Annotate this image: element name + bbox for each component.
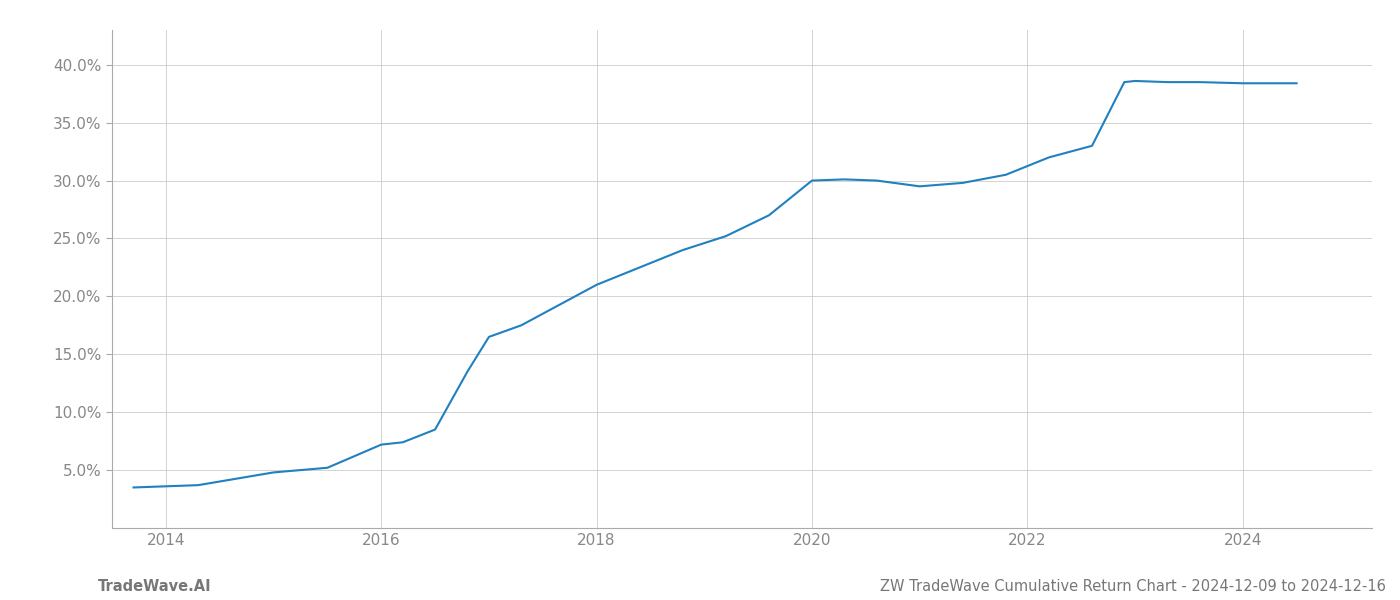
Text: ZW TradeWave Cumulative Return Chart - 2024-12-09 to 2024-12-16: ZW TradeWave Cumulative Return Chart - 2…: [881, 579, 1386, 594]
Text: TradeWave.AI: TradeWave.AI: [98, 579, 211, 594]
